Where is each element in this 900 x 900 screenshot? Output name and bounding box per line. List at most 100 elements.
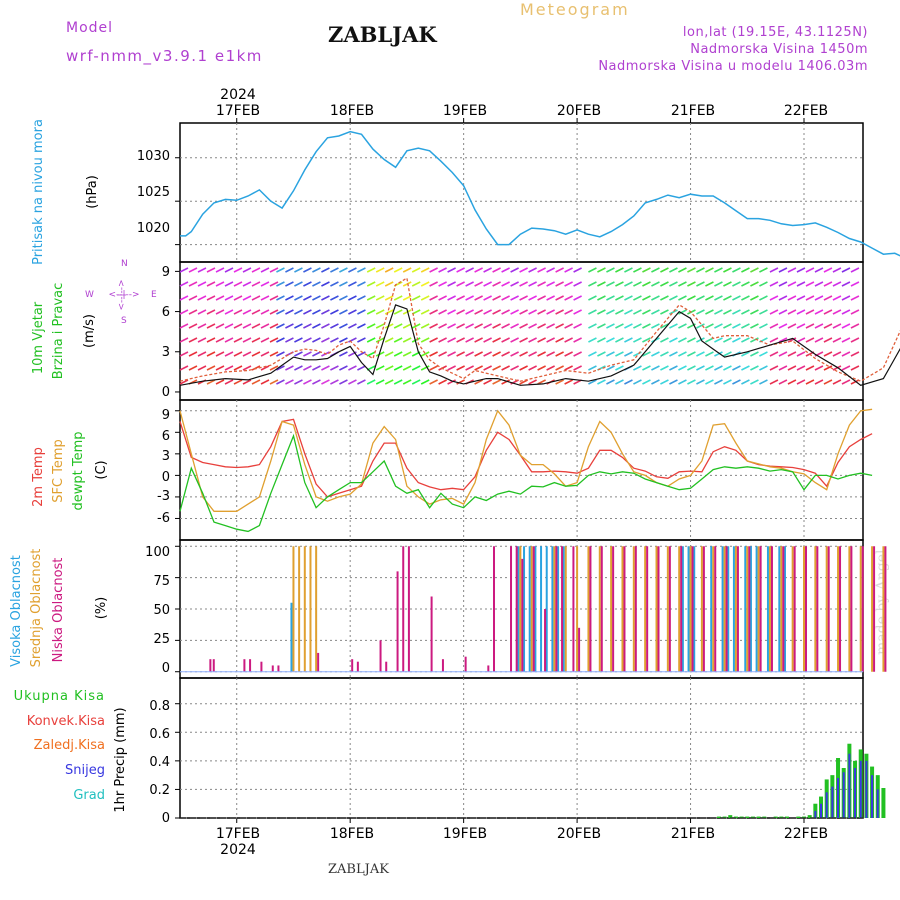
wind-arrow	[260, 351, 270, 357]
wind-arrow	[696, 295, 705, 301]
precip-legend-snow: Snijeg	[65, 763, 105, 778]
wind-arrow	[366, 281, 376, 287]
wind-arrow	[215, 281, 225, 287]
wind-arrow	[294, 267, 303, 273]
wind-arrow	[492, 337, 501, 343]
wind-arrow	[723, 351, 732, 357]
wind-arrow	[696, 267, 705, 273]
wind-arrow	[285, 323, 294, 329]
wind-arrow	[778, 323, 788, 329]
wind-arrow	[456, 267, 465, 273]
wind-arrow	[474, 267, 483, 273]
wind-arrow	[546, 323, 555, 329]
wind-arrow	[276, 295, 285, 301]
wind-arrow	[474, 295, 483, 301]
wind-arrow	[330, 281, 339, 287]
wind-arrow	[642, 267, 651, 273]
wind-arrow	[660, 309, 669, 315]
wind-arrow	[823, 295, 833, 301]
wind-arrow	[188, 351, 198, 357]
wind-arrow	[606, 295, 615, 301]
wind-arrow	[483, 365, 492, 371]
wind-arrow	[714, 309, 723, 315]
wind-arrow	[233, 365, 243, 371]
wind-arrow	[732, 365, 741, 371]
wind-arrow	[564, 323, 573, 329]
wind-arrow	[357, 365, 366, 371]
wind-arrow	[850, 351, 860, 357]
wind-arrow	[269, 337, 279, 343]
wind-arrow	[555, 351, 564, 357]
wind-arrow	[510, 337, 519, 343]
wind-arrow	[429, 337, 438, 343]
wind-arrow	[814, 295, 824, 301]
wind-arrow	[769, 309, 779, 315]
wind-arrow	[732, 309, 741, 315]
wind-arrow	[769, 323, 779, 329]
wind-arrow	[224, 365, 234, 371]
wind-arrow	[330, 379, 339, 385]
wind-arrow	[501, 337, 510, 343]
wind-arrow	[330, 309, 339, 315]
wind-arrow	[850, 281, 860, 287]
wind-arrow	[615, 379, 624, 385]
wind-arrow	[510, 281, 519, 287]
wind-arrow	[269, 351, 279, 357]
wind-arrow	[805, 379, 815, 385]
wind-arrow	[778, 267, 788, 273]
wind-arrow	[624, 337, 633, 343]
wind-arrow	[384, 295, 394, 301]
wind-arrow	[411, 281, 421, 287]
wind-arrow	[588, 267, 597, 273]
wind-arrow	[260, 379, 270, 385]
wind-arrow	[375, 323, 385, 329]
wind-arrow	[420, 309, 430, 315]
cloud-tick-50: 50	[153, 603, 170, 618]
wind-arrow	[242, 281, 252, 287]
wind-arrow	[179, 281, 189, 287]
wind-arrow	[642, 379, 651, 385]
wind-arrow	[546, 351, 555, 357]
wind-arrow	[501, 295, 510, 301]
wind-arrow	[285, 267, 294, 273]
wind-arrow	[312, 281, 321, 287]
wind-arrow	[796, 295, 806, 301]
wind-arrow	[660, 351, 669, 357]
wind-arrow	[197, 309, 207, 315]
wind-arrow	[312, 365, 321, 371]
wind-arrow	[348, 365, 357, 371]
wind-arrow	[224, 309, 234, 315]
wind-arrow	[528, 323, 537, 329]
wind-arrow	[312, 267, 321, 273]
precip-snow-bar	[848, 753, 851, 818]
wind-arrow	[564, 281, 573, 287]
wind-arrow	[642, 365, 651, 371]
wind-arrow	[206, 323, 216, 329]
wind-arrow	[615, 365, 624, 371]
wind-arrow	[796, 365, 806, 371]
wind-arrow	[357, 351, 366, 357]
wind-arrow	[285, 365, 294, 371]
wind-arrow	[294, 365, 303, 371]
wind-arrow	[555, 365, 564, 371]
precip-total-bar	[881, 788, 886, 818]
wind-arrow	[375, 309, 385, 315]
wind-arrow	[696, 281, 705, 287]
wind-arrow	[546, 365, 555, 371]
wind-arrow	[233, 309, 243, 315]
wind-arrow	[687, 267, 696, 273]
wind-arrow	[705, 323, 714, 329]
wind-arrow	[678, 365, 687, 371]
wind-arrow	[429, 295, 438, 301]
wind-arrow	[384, 379, 394, 385]
wind-arrow	[823, 337, 833, 343]
precip-panel	[179, 677, 864, 819]
wind-arrow	[393, 309, 403, 315]
model-name: wrf-nmm_v3.9.1 e1km	[66, 47, 263, 65]
wind-arrow	[510, 351, 519, 357]
wind-arrow	[339, 337, 348, 343]
wind-arrow	[597, 267, 606, 273]
wind-arrow	[555, 267, 564, 273]
wind-arrow	[651, 365, 660, 371]
